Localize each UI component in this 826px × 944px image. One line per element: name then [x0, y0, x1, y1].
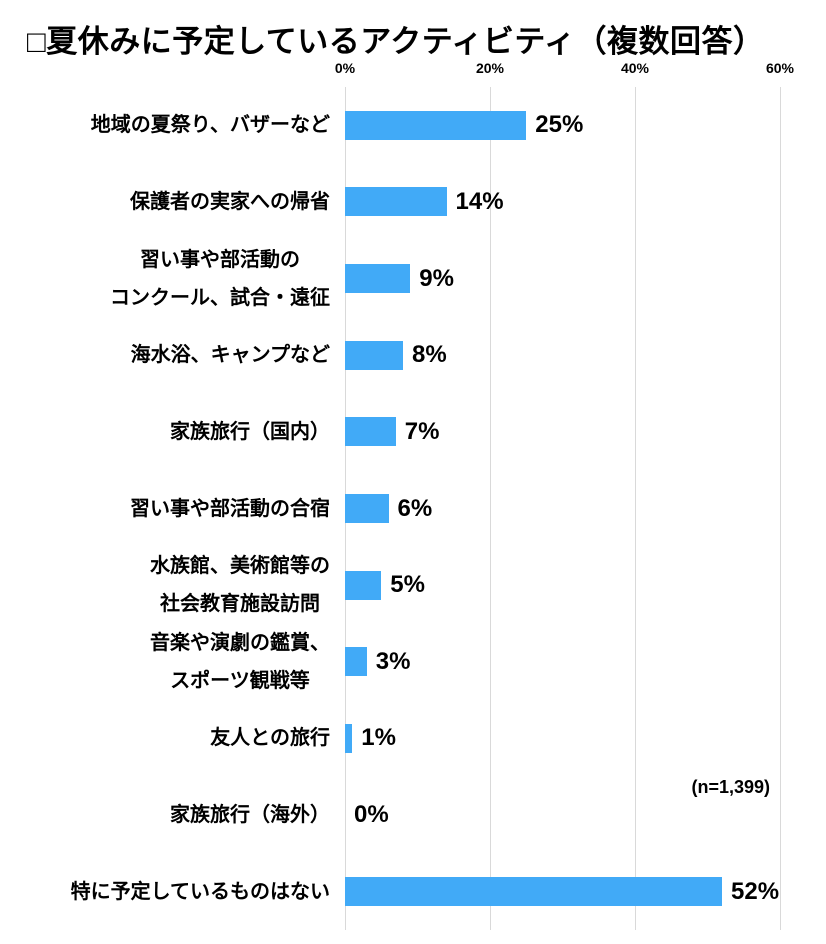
x-axis-tick-label: 0%	[334, 60, 356, 76]
value-label: 14%	[455, 187, 504, 215]
category-label-text: 友人との旅行	[210, 727, 330, 750]
chart-title: □夏休みに予定しているアクティビティ（複数回答）	[27, 24, 765, 59]
bar-track: 25%	[345, 87, 826, 164]
bar-row: 保護者の実家への帰省 14%	[0, 164, 826, 241]
category-label: 地域の夏祭り、バザーなど	[0, 106, 330, 144]
bar-row: 特に予定しているものはない 52%	[0, 853, 826, 930]
category-label: 習い事や部活動の合宿	[0, 490, 330, 528]
bar-rows: 地域の夏祭り、バザーなど 25% 保護者の実家への帰省 14% 習い事や部活動の コンク…	[0, 87, 826, 930]
gridline	[490, 87, 491, 930]
value-label: 8%	[412, 341, 447, 369]
category-label-text: 習い事や部活動の コンクール、試合・遠征	[110, 248, 330, 309]
category-label-text: 水族館、美術館等の 社会教育施設訪問	[150, 555, 330, 616]
sample-size-note: (n=1,399)	[691, 777, 770, 797]
category-label: 特に予定しているものはない	[0, 873, 330, 911]
x-axis-tick-label: 20%	[475, 60, 505, 76]
bar-track: 7%	[345, 394, 826, 471]
bar-row: 家族旅行（国内） 7%	[0, 394, 826, 471]
bar-row: 習い事や部活動の コンクール、試合・遠征 9%	[0, 240, 826, 317]
bar	[345, 187, 447, 217]
category-label: 海水浴、キャンプなど	[0, 336, 330, 374]
category-label-text: 家族旅行（国内）	[170, 420, 330, 443]
bar	[345, 570, 382, 600]
bar-track: 0%	[345, 777, 826, 854]
value-label: 9%	[419, 264, 454, 292]
value-label: 3%	[375, 647, 411, 675]
bar-row: 水族館、美術館等の 社会教育施設訪問 5%	[0, 547, 826, 624]
gridline	[635, 87, 636, 930]
category-label-text: 習い事や部活動の合宿	[130, 497, 330, 520]
value-label: 0%	[354, 801, 389, 829]
bar	[345, 723, 353, 753]
category-label: 保護者の実家への帰省	[0, 183, 330, 221]
gridline	[780, 87, 781, 930]
value-label: 1%	[361, 724, 396, 752]
bar-row: 地域の夏祭り、バザーなど 25%	[0, 87, 826, 164]
bar-track: 8%	[345, 317, 826, 394]
value-label: 6%	[397, 494, 433, 522]
bar	[345, 647, 367, 677]
bar-track: 6%	[345, 470, 826, 547]
category-label: 習い事や部活動の コンクール、試合・遠征	[0, 241, 330, 317]
bar	[345, 494, 389, 524]
value-label: 52%	[731, 877, 780, 905]
x-axis-tick-label: 60%	[765, 60, 795, 76]
category-label-text: 地域の夏祭り、バザーなど	[90, 114, 330, 137]
bar-track: 9%	[345, 240, 826, 317]
bar-row: 家族旅行（海外） 0%	[0, 777, 826, 854]
category-label: 友人との旅行	[0, 719, 330, 757]
bar-track: 3%	[345, 623, 826, 700]
bar	[345, 340, 403, 370]
bar	[345, 110, 527, 140]
bar	[345, 417, 396, 447]
category-label-text: 保護者の実家への帰省	[130, 190, 330, 213]
category-label: 水族館、美術館等の 社会教育施設訪問	[0, 547, 330, 623]
bar	[345, 264, 411, 294]
bar-track: 1%	[345, 700, 826, 777]
category-label-text: 家族旅行（海外）	[170, 804, 330, 827]
category-label-text: 特に予定しているものはない	[70, 880, 330, 903]
category-label: 音楽や演劇の鑑賞、 スポーツ観戦等	[0, 624, 330, 700]
bar-row: 習い事や部活動の合宿 6%	[0, 470, 826, 547]
category-label-text: 海水浴、キャンプなど	[130, 344, 330, 367]
category-label: 家族旅行（国内）	[0, 413, 330, 451]
bar	[345, 877, 722, 907]
value-label: 7%	[404, 417, 440, 445]
bar-row: 友人との旅行 1%	[0, 700, 826, 777]
bar-row: 海水浴、キャンプなど 8%	[0, 317, 826, 394]
x-axis-tick-label: 40%	[620, 60, 650, 76]
bar-track: 5%	[345, 547, 826, 624]
bar-track: 52%	[345, 853, 826, 930]
bar-row: 音楽や演劇の鑑賞、 スポーツ観戦等 3%	[0, 623, 826, 700]
value-label: 5%	[390, 571, 425, 599]
category-label: 家族旅行（海外）	[0, 796, 330, 834]
bar-track: 14%	[345, 164, 826, 241]
category-label-text: 音楽や演劇の鑑賞、 スポーツ観戦等	[150, 631, 330, 692]
value-label: 25%	[535, 111, 584, 139]
